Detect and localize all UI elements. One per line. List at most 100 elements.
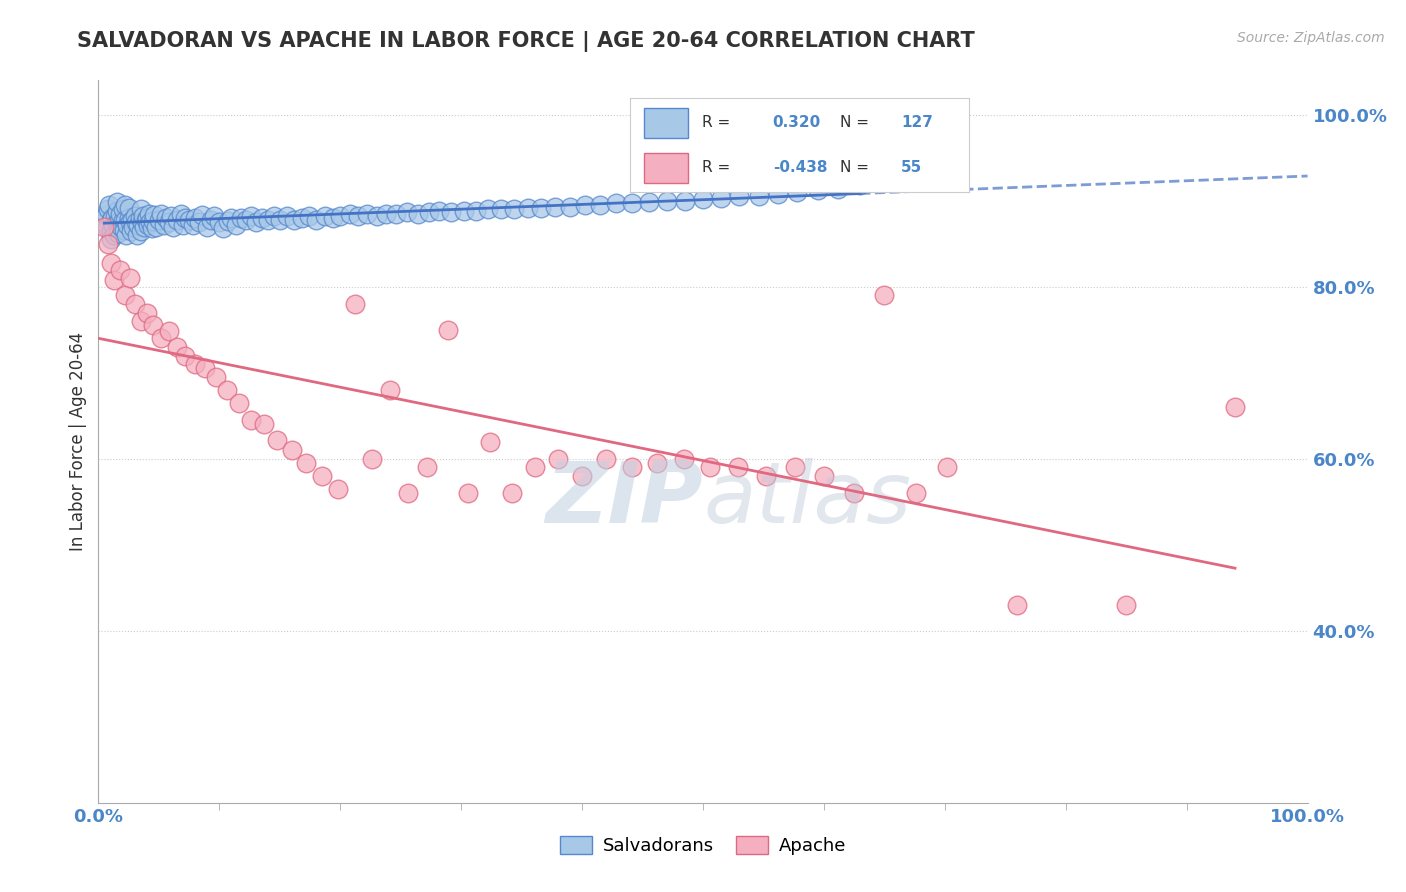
Point xyxy=(124,209,146,223)
Text: Source: ZipAtlas.com: Source: ZipAtlas.com xyxy=(1237,31,1385,45)
Point xyxy=(125,215,148,229)
Point xyxy=(148,212,170,227)
Point xyxy=(118,201,141,215)
Point xyxy=(118,271,141,285)
Point xyxy=(1007,598,1029,612)
Point xyxy=(755,469,778,483)
Point xyxy=(571,469,593,483)
Point xyxy=(105,204,128,219)
Point xyxy=(120,224,142,238)
Point xyxy=(142,318,165,333)
Point xyxy=(108,214,131,228)
Point xyxy=(143,208,166,222)
Point xyxy=(477,202,499,217)
Point xyxy=(314,209,336,223)
Point xyxy=(93,215,115,229)
Text: SALVADORAN VS APACHE IN LABOR FORCE | AGE 20-64 CORRELATION CHART: SALVADORAN VS APACHE IN LABOR FORCE | AG… xyxy=(77,31,976,53)
Point xyxy=(94,208,117,222)
Point xyxy=(326,482,349,496)
Point xyxy=(221,211,243,225)
Point xyxy=(104,209,127,223)
Point xyxy=(174,211,197,225)
Point xyxy=(103,228,125,243)
Point xyxy=(503,202,526,217)
Point xyxy=(710,191,733,205)
Point xyxy=(298,209,321,223)
Point xyxy=(516,201,538,215)
Point xyxy=(225,218,247,232)
Y-axis label: In Labor Force | Age 20-64: In Labor Force | Age 20-64 xyxy=(69,332,87,551)
Point xyxy=(269,212,291,227)
Point xyxy=(128,211,150,225)
Point xyxy=(728,189,751,203)
Point xyxy=(172,218,194,232)
Point xyxy=(135,212,157,227)
Point xyxy=(169,206,191,220)
Point xyxy=(827,182,849,196)
Point xyxy=(118,215,141,229)
Point xyxy=(135,211,157,225)
Point xyxy=(530,201,553,215)
Point xyxy=(375,206,398,220)
Point xyxy=(440,205,463,219)
Point xyxy=(378,383,401,397)
Point xyxy=(256,212,278,227)
Point xyxy=(343,297,366,311)
Point xyxy=(655,194,678,208)
Point xyxy=(574,198,596,212)
Point xyxy=(464,204,486,219)
Point xyxy=(157,215,180,229)
Point xyxy=(322,211,344,225)
Point xyxy=(105,195,128,210)
Point xyxy=(523,460,546,475)
Point xyxy=(418,205,440,219)
Point xyxy=(501,486,523,500)
Point xyxy=(904,486,927,500)
Point xyxy=(479,434,502,449)
Point xyxy=(813,469,835,483)
Point xyxy=(637,195,659,210)
Point xyxy=(212,221,235,235)
Point xyxy=(672,451,695,466)
Point xyxy=(191,208,214,222)
Point xyxy=(100,211,122,225)
Point xyxy=(200,212,222,227)
Point xyxy=(245,215,267,229)
Point xyxy=(100,224,122,238)
Point xyxy=(141,221,163,235)
Text: ZIP: ZIP xyxy=(546,458,703,541)
Point xyxy=(589,198,612,212)
Point xyxy=(786,185,808,199)
Point xyxy=(1223,400,1246,414)
Point xyxy=(101,218,124,232)
Point xyxy=(437,323,460,337)
Point xyxy=(283,212,305,227)
Point xyxy=(429,204,451,219)
Point xyxy=(204,209,226,223)
Text: atlas: atlas xyxy=(703,458,911,541)
Point xyxy=(406,206,429,220)
Point xyxy=(152,218,174,232)
Point xyxy=(544,200,567,214)
Point xyxy=(1115,598,1137,612)
Point xyxy=(184,211,207,225)
Point xyxy=(360,451,382,466)
Point xyxy=(117,218,139,232)
Point xyxy=(215,383,238,397)
Point xyxy=(457,486,479,500)
Point xyxy=(329,209,352,223)
Point xyxy=(112,223,135,237)
Point xyxy=(111,202,134,217)
Point xyxy=(766,186,789,201)
Point xyxy=(356,206,378,220)
Point xyxy=(174,349,197,363)
Point xyxy=(204,370,226,384)
Point xyxy=(395,205,418,219)
Point xyxy=(208,215,231,229)
Point xyxy=(131,215,153,229)
Point xyxy=(129,224,152,238)
Point xyxy=(136,218,159,232)
Point xyxy=(290,211,312,225)
Point xyxy=(100,212,122,227)
Point xyxy=(114,198,136,212)
